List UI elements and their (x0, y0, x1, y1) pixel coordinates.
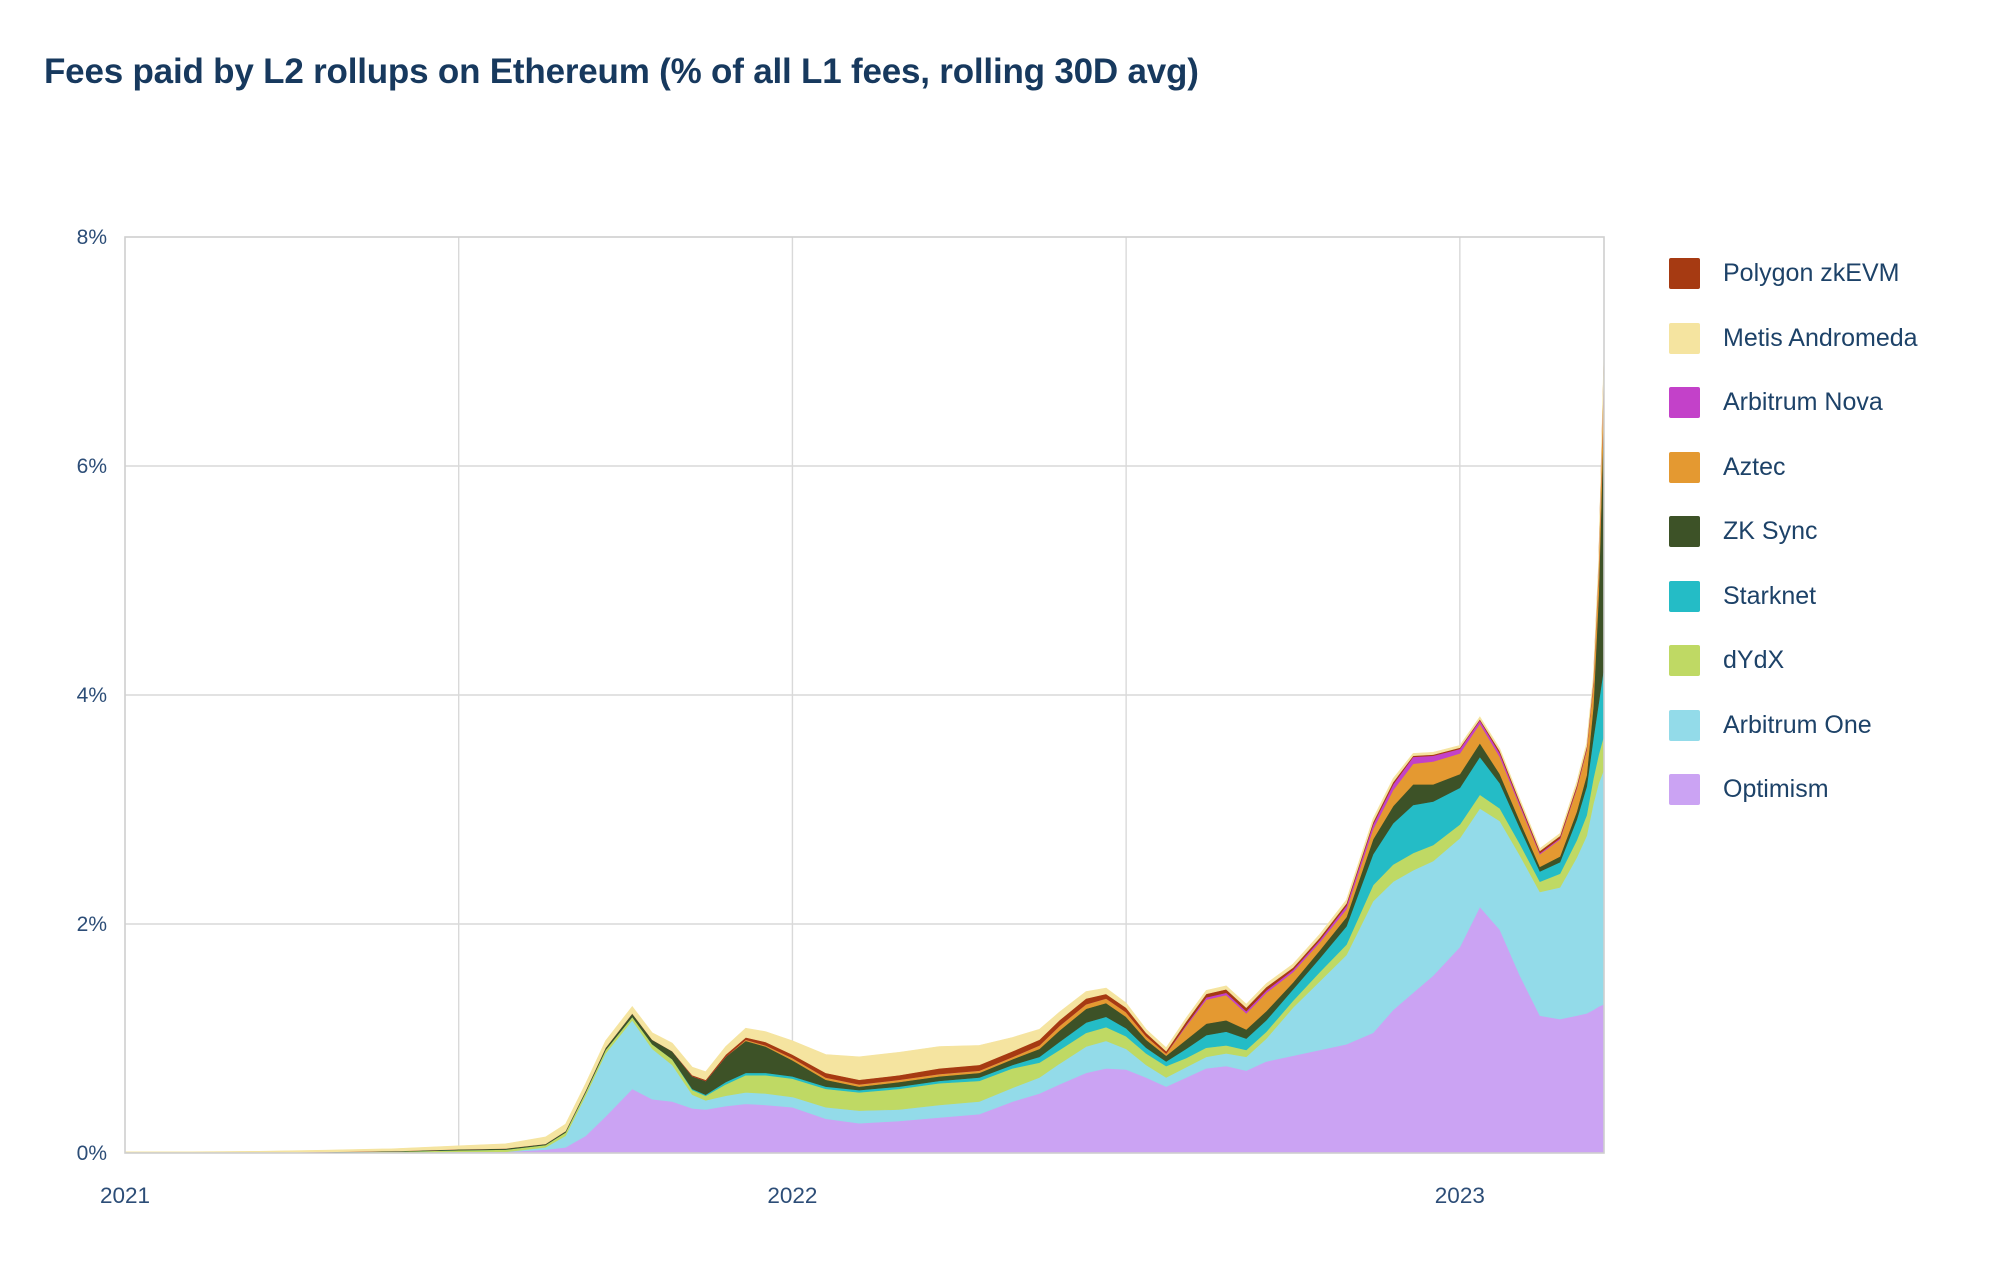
page-title: Fees paid by L2 rollups on Ethereum (% o… (44, 52, 1199, 91)
legend-item-aztec[interactable]: Aztec (1669, 451, 1918, 483)
y-tick-label-8%: 8% (77, 226, 107, 249)
legend-item-arbitrum-one[interactable]: Arbitrum One (1669, 709, 1918, 741)
y-tick-label-6%: 6% (77, 455, 107, 478)
legend-label-arbitrum-nova: Arbitrum Nova (1723, 388, 1883, 416)
legend-label-arbitrum-one: Arbitrum One (1723, 710, 1872, 739)
legend-swatch-metis-andromeda (1669, 322, 1700, 354)
legend-item-optimism[interactable]: Optimism (1669, 774, 1918, 805)
y-tick-label-0%: 0% (77, 1142, 107, 1165)
legend-swatch-arbitrum-nova (1669, 387, 1700, 418)
legend-swatch-optimism (1669, 774, 1700, 805)
x-tick-label-2023: 2023 (1435, 1183, 1485, 1208)
legend-swatch-starknet (1669, 580, 1700, 612)
legend-swatch-arbitrum-one (1669, 709, 1700, 741)
legend-label-optimism: Optimism (1723, 775, 1829, 803)
legend-swatch-polygon-zkevm (1669, 258, 1700, 289)
legend-item-dydx[interactable]: dYdX (1669, 645, 1918, 676)
legend-label-starknet: Starknet (1723, 581, 1817, 610)
legend-swatch-aztec (1669, 451, 1700, 483)
plot-border (124, 236, 1605, 1154)
legend-swatch-zk-sync (1669, 516, 1700, 547)
x-tick-label-2022: 2022 (767, 1183, 817, 1208)
y-tick-label-4%: 4% (77, 684, 107, 707)
legend-item-arbitrum-nova[interactable]: Arbitrum Nova (1669, 387, 1918, 418)
legend-item-zk-sync[interactable]: ZK Sync (1669, 516, 1918, 547)
legend-item-polygon-zkevm[interactable]: Polygon zkEVM (1669, 258, 1918, 289)
legend-label-zk-sync: ZK Sync (1723, 517, 1818, 545)
legend-item-metis-andromeda[interactable]: Metis Andromeda (1669, 322, 1918, 354)
y-tick-label-2%: 2% (77, 913, 107, 936)
legend-label-polygon-zkevm: Polygon zkEVM (1723, 259, 1900, 287)
x-tick-label-2021: 2021 (100, 1183, 150, 1208)
legend-swatch-dydx (1669, 645, 1700, 676)
legend: Polygon zkEVM Metis Andromeda Arbitrum Nov… (1669, 258, 1918, 805)
legend-item-starknet[interactable]: Starknet (1669, 580, 1918, 612)
legend-label-aztec: Aztec (1723, 452, 1786, 481)
legend-label-metis-andromeda: Metis Andromeda (1723, 323, 1918, 352)
legend-label-dydx: dYdX (1723, 646, 1785, 674)
